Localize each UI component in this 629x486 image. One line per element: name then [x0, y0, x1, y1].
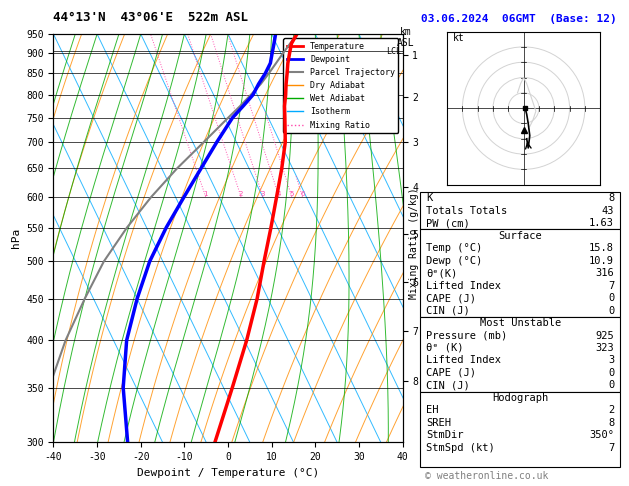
Text: kt: kt — [454, 33, 465, 43]
Text: 3: 3 — [260, 191, 265, 197]
Text: CIN (J): CIN (J) — [426, 306, 470, 315]
Text: km
ASL: km ASL — [397, 27, 415, 48]
Text: 7: 7 — [608, 280, 614, 291]
Text: 8: 8 — [608, 418, 614, 428]
Text: © weatheronline.co.uk: © weatheronline.co.uk — [425, 471, 548, 481]
Text: 316: 316 — [596, 268, 614, 278]
Text: 350°: 350° — [589, 431, 614, 440]
Text: Temp (°C): Temp (°C) — [426, 243, 482, 253]
Text: 6: 6 — [300, 191, 304, 197]
Text: 8: 8 — [608, 193, 614, 203]
Text: 0: 0 — [608, 293, 614, 303]
Text: 925: 925 — [596, 330, 614, 341]
Text: Dewp (°C): Dewp (°C) — [426, 256, 482, 266]
Text: 1.63: 1.63 — [589, 218, 614, 228]
Text: 5: 5 — [289, 191, 294, 197]
Text: 44°13'N  43°06'E  522m ASL: 44°13'N 43°06'E 522m ASL — [53, 11, 248, 24]
Text: 0: 0 — [608, 306, 614, 315]
Text: StmSpd (kt): StmSpd (kt) — [426, 443, 495, 453]
Text: CAPE (J): CAPE (J) — [426, 368, 476, 378]
Text: Pressure (mb): Pressure (mb) — [426, 330, 508, 341]
Text: SREH: SREH — [426, 418, 451, 428]
Text: 4: 4 — [277, 191, 281, 197]
Legend: Temperature, Dewpoint, Parcel Trajectory, Dry Adiabat, Wet Adiabat, Isotherm, Mi: Temperature, Dewpoint, Parcel Trajectory… — [284, 38, 398, 133]
X-axis label: Dewpoint / Temperature (°C): Dewpoint / Temperature (°C) — [137, 468, 319, 478]
Bar — [420, 229, 620, 317]
Text: Most Unstable: Most Unstable — [479, 318, 561, 328]
Text: θᵉ(K): θᵉ(K) — [426, 268, 457, 278]
Text: θᵉ (K): θᵉ (K) — [426, 343, 464, 353]
Text: Mixing Ratio (g/kg): Mixing Ratio (g/kg) — [409, 187, 419, 299]
Text: Totals Totals: Totals Totals — [426, 206, 508, 216]
Text: PW (cm): PW (cm) — [426, 218, 470, 228]
Text: 0: 0 — [608, 368, 614, 378]
Text: Lifted Index: Lifted Index — [426, 355, 501, 365]
Text: 10.9: 10.9 — [589, 256, 614, 266]
Text: 0: 0 — [608, 381, 614, 390]
Text: CIN (J): CIN (J) — [426, 381, 470, 390]
Text: 2: 2 — [608, 405, 614, 416]
Text: EH: EH — [426, 405, 438, 416]
Text: K: K — [426, 193, 432, 203]
Bar — [420, 317, 620, 392]
Text: Surface: Surface — [498, 231, 542, 241]
Y-axis label: hPa: hPa — [11, 228, 21, 248]
Text: 1: 1 — [203, 191, 208, 197]
Text: StmDir: StmDir — [426, 431, 464, 440]
Text: Lifted Index: Lifted Index — [426, 280, 501, 291]
Text: 2: 2 — [239, 191, 243, 197]
Bar — [420, 392, 620, 467]
Text: CAPE (J): CAPE (J) — [426, 293, 476, 303]
Text: 7: 7 — [608, 443, 614, 453]
Text: 3: 3 — [608, 355, 614, 365]
Text: Hodograph: Hodograph — [492, 393, 548, 403]
Text: 03.06.2024  06GMT  (Base: 12): 03.06.2024 06GMT (Base: 12) — [421, 14, 617, 24]
Text: LCL: LCL — [386, 47, 401, 56]
Text: 323: 323 — [596, 343, 614, 353]
Bar — [420, 192, 620, 229]
Text: 15.8: 15.8 — [589, 243, 614, 253]
Text: 43: 43 — [602, 206, 614, 216]
